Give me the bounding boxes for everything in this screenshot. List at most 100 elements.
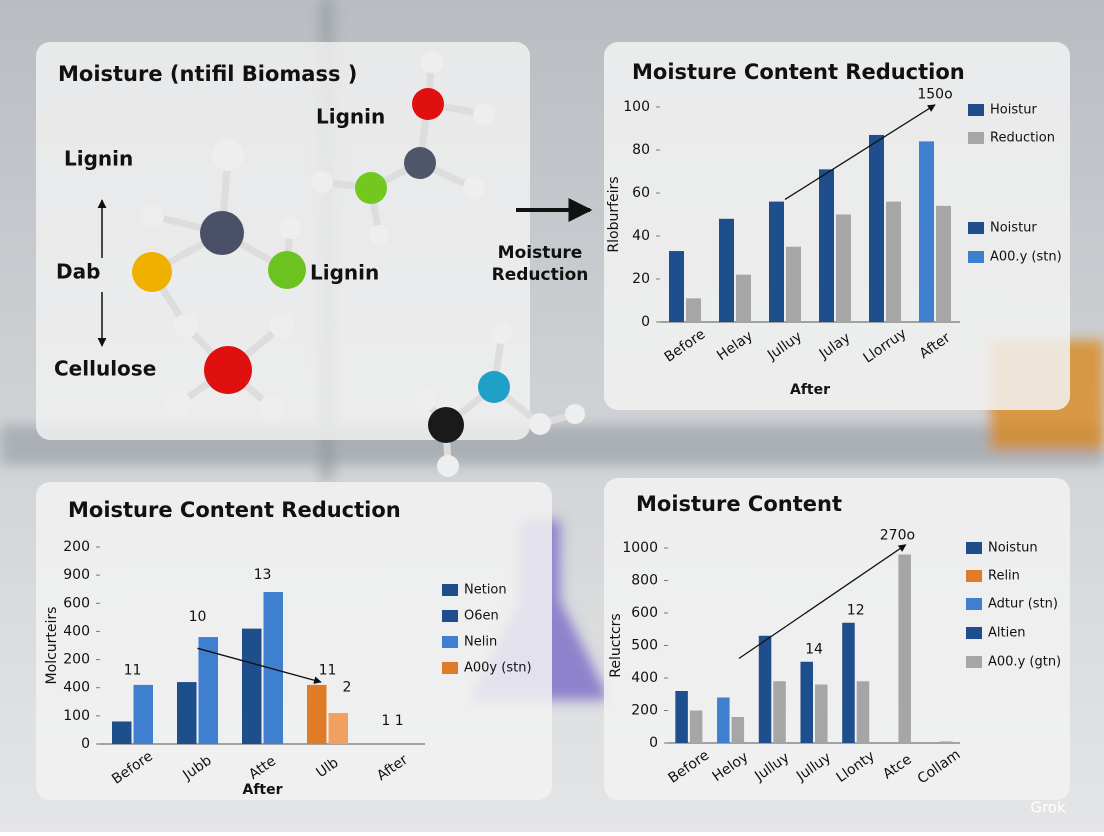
legend-label: Altien xyxy=(988,626,1025,641)
x-axis-label: After xyxy=(790,382,830,398)
y-tick-label: 200 xyxy=(63,539,90,555)
y-tick-label: 200 xyxy=(63,652,90,668)
bar xyxy=(242,628,262,744)
diagram-title: Moisture (ntifil Biomass ) xyxy=(58,62,357,86)
bar xyxy=(263,592,283,744)
data-label: 270o xyxy=(880,528,915,544)
diagram-arrows xyxy=(97,198,593,347)
bar xyxy=(758,635,772,743)
bar xyxy=(675,691,688,743)
diagram-label: Cellulose xyxy=(54,357,156,381)
legend-label: Relin xyxy=(988,569,1020,584)
bar xyxy=(940,741,953,743)
y-axis-label: Molcurteirs xyxy=(44,607,60,685)
chart-title: Moisture Content Reduction xyxy=(68,498,401,522)
bar xyxy=(686,298,701,322)
data-label: 11 xyxy=(319,662,337,678)
y-tick-label: 400 xyxy=(631,670,658,686)
legend-label: Adtur (stn) xyxy=(988,597,1058,612)
chart-title: Moisture Content xyxy=(636,492,842,516)
y-tick-label: 600 xyxy=(63,595,90,611)
trend-arrow xyxy=(197,647,322,684)
bar xyxy=(819,169,834,322)
y-tick-label: 20 xyxy=(632,271,650,287)
legend-label: O6en xyxy=(464,609,499,624)
bar xyxy=(719,218,734,322)
diagram-note: Reduction xyxy=(492,265,589,285)
y-axis-label: Rloburfeirs xyxy=(606,176,622,252)
data-label: 1 1 xyxy=(381,713,403,729)
legend-swatch xyxy=(966,570,982,582)
bar xyxy=(898,554,911,743)
y-tick-label: 60 xyxy=(632,185,650,201)
y-tick-label: 100 xyxy=(63,708,90,724)
diagram-label: Lignin xyxy=(316,105,385,129)
y-tick-label: 0 xyxy=(641,314,650,330)
legend-label: Hoistur xyxy=(990,103,1037,118)
y-tick-label: 400 xyxy=(63,680,90,696)
legend-swatch xyxy=(968,104,984,116)
legend-label: Nelin xyxy=(464,635,497,650)
legend-label: Netion xyxy=(464,583,507,598)
watermark: Grok xyxy=(1030,799,1066,817)
diagram-label: Lignin xyxy=(64,147,133,171)
legend-swatch xyxy=(966,627,982,639)
y-tick-label: 40 xyxy=(632,228,650,244)
bar xyxy=(786,246,801,322)
bar xyxy=(800,661,813,743)
bar xyxy=(328,713,348,744)
diagram-note: Moisture xyxy=(498,243,583,263)
y-axis-label: Reluctcrs xyxy=(608,613,624,677)
bar xyxy=(736,274,751,322)
bar xyxy=(717,697,730,743)
bar xyxy=(769,201,784,322)
data-label: 11 xyxy=(124,662,142,678)
legend-swatch xyxy=(966,542,982,554)
legend-swatch xyxy=(442,610,458,622)
panel xyxy=(36,42,530,440)
y-tick-label: 800 xyxy=(631,573,658,589)
bar xyxy=(112,721,132,744)
bar xyxy=(886,201,901,322)
bar xyxy=(198,637,218,744)
bar xyxy=(133,684,153,744)
data-label: 13 xyxy=(254,567,272,583)
legend-label: A00.y (stn) xyxy=(990,250,1062,265)
legend-label: Noistun xyxy=(988,541,1038,556)
y-tick-label: 0 xyxy=(81,736,90,752)
y-tick-label: 500 xyxy=(631,638,658,654)
y-tick-label: 600 xyxy=(631,605,658,621)
bar xyxy=(689,710,703,743)
bar xyxy=(731,717,745,743)
data-label: 150o xyxy=(917,87,952,103)
legend-label: A00y (stn) xyxy=(464,661,532,676)
y-tick-label: 200 xyxy=(631,703,658,719)
legend-label: Reduction xyxy=(990,131,1055,146)
data-label: 14 xyxy=(805,641,823,657)
bar xyxy=(177,682,197,744)
data-label: 10 xyxy=(189,609,207,625)
bar xyxy=(869,134,884,322)
bar xyxy=(307,684,327,744)
chart-title: Moisture Content Reduction xyxy=(632,60,965,84)
legend-swatch xyxy=(442,636,458,648)
y-tick-label: 80 xyxy=(632,142,650,158)
legend-swatch xyxy=(966,598,982,610)
diagram-label: Dab xyxy=(56,260,100,284)
y-tick-label: 1000 xyxy=(622,540,658,556)
bar xyxy=(856,681,870,743)
y-tick-label: 100 xyxy=(623,99,650,115)
legend-swatch xyxy=(968,222,984,234)
bar xyxy=(836,214,851,322)
bar xyxy=(815,684,828,743)
bar xyxy=(842,622,855,743)
y-tick-label: 0 xyxy=(649,735,658,751)
atoms xyxy=(132,51,585,477)
bar xyxy=(773,681,786,743)
legend-swatch xyxy=(968,251,984,263)
y-tick-label: 400 xyxy=(63,623,90,639)
bar xyxy=(669,251,684,322)
y-tick-label: 900 xyxy=(63,567,90,583)
x-axis-label: After xyxy=(242,782,282,798)
